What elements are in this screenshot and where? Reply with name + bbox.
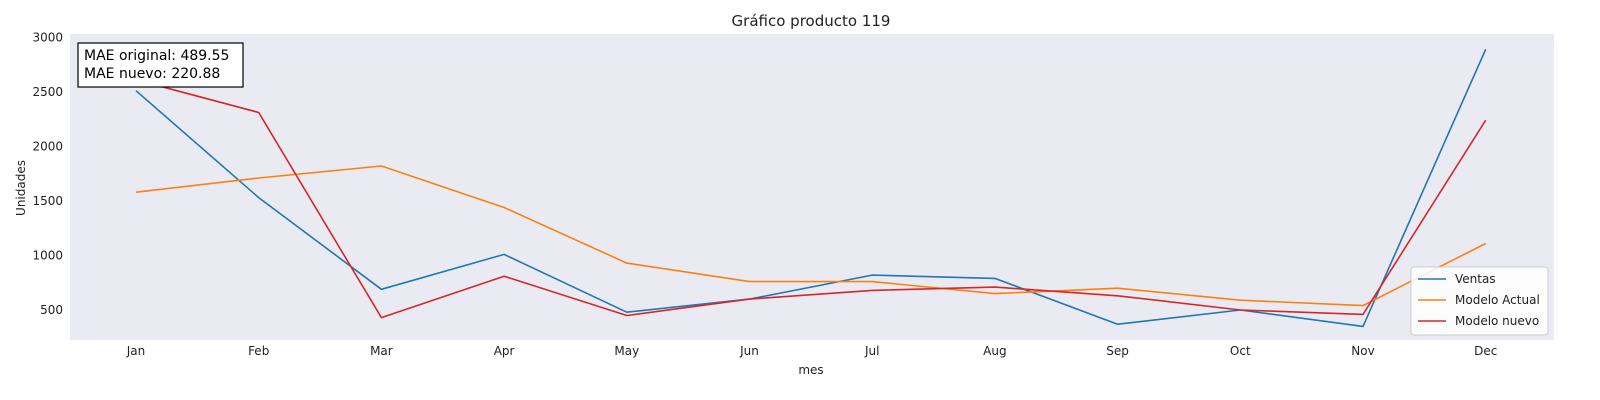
x-axis-ticks: Jan Feb Mar Apr May Jun Jul Aug Sep Oct Nov Dec <box>126 344 1498 358</box>
plot-area <box>70 34 1554 340</box>
y-tick-label: 2500 <box>32 85 63 99</box>
x-tick-label: Jul <box>864 344 879 358</box>
x-tick-label: Mar <box>370 344 393 358</box>
legend-label: Ventas <box>1455 272 1496 286</box>
y-tick-label: 500 <box>40 303 63 317</box>
mae-nuevo-text: MAE nuevo: 220.88 <box>84 66 220 82</box>
x-tick-label: Jan <box>126 344 146 358</box>
x-tick-label: Aug <box>983 344 1006 358</box>
y-axis-ticks: 500 1000 1500 2000 2500 3000 <box>32 30 63 317</box>
x-axis-label: mes <box>798 363 823 377</box>
legend: Ventas Modelo Actual Modelo nuevo <box>1410 266 1549 336</box>
chart-title: Gráfico producto 119 <box>732 12 891 30</box>
series-line-modelo-actual <box>135 165 1487 307</box>
series-line-ventas <box>135 48 1487 328</box>
series-line-modelo-nuevo <box>135 79 1487 319</box>
legend-label: Modelo nuevo <box>1455 314 1539 328</box>
y-axis-label: Unidades <box>14 160 28 216</box>
y-tick-label: 1500 <box>32 194 63 208</box>
mae-original-text: MAE original: 489.55 <box>84 48 229 64</box>
mae-annotation-frame <box>77 42 244 88</box>
x-tick-label: Oct <box>1230 344 1251 358</box>
series-lines <box>135 48 1487 328</box>
x-tick-label: Dec <box>1474 344 1497 358</box>
x-tick-label: Feb <box>248 344 269 358</box>
x-tick-label: Apr <box>494 344 515 358</box>
legend-frame <box>1410 266 1549 336</box>
x-tick-label: Nov <box>1351 344 1374 358</box>
y-tick-label: 3000 <box>32 30 63 44</box>
x-tick-label: Jun <box>739 344 759 358</box>
x-tick-label: May <box>614 344 639 358</box>
y-tick-label: 2000 <box>32 139 63 153</box>
legend-label: Modelo Actual <box>1455 293 1540 307</box>
x-tick-label: Sep <box>1106 344 1129 358</box>
y-tick-label: 1000 <box>32 248 63 262</box>
mae-annotation: MAE original: 489.55 MAE nuevo: 220.88 <box>77 42 244 88</box>
